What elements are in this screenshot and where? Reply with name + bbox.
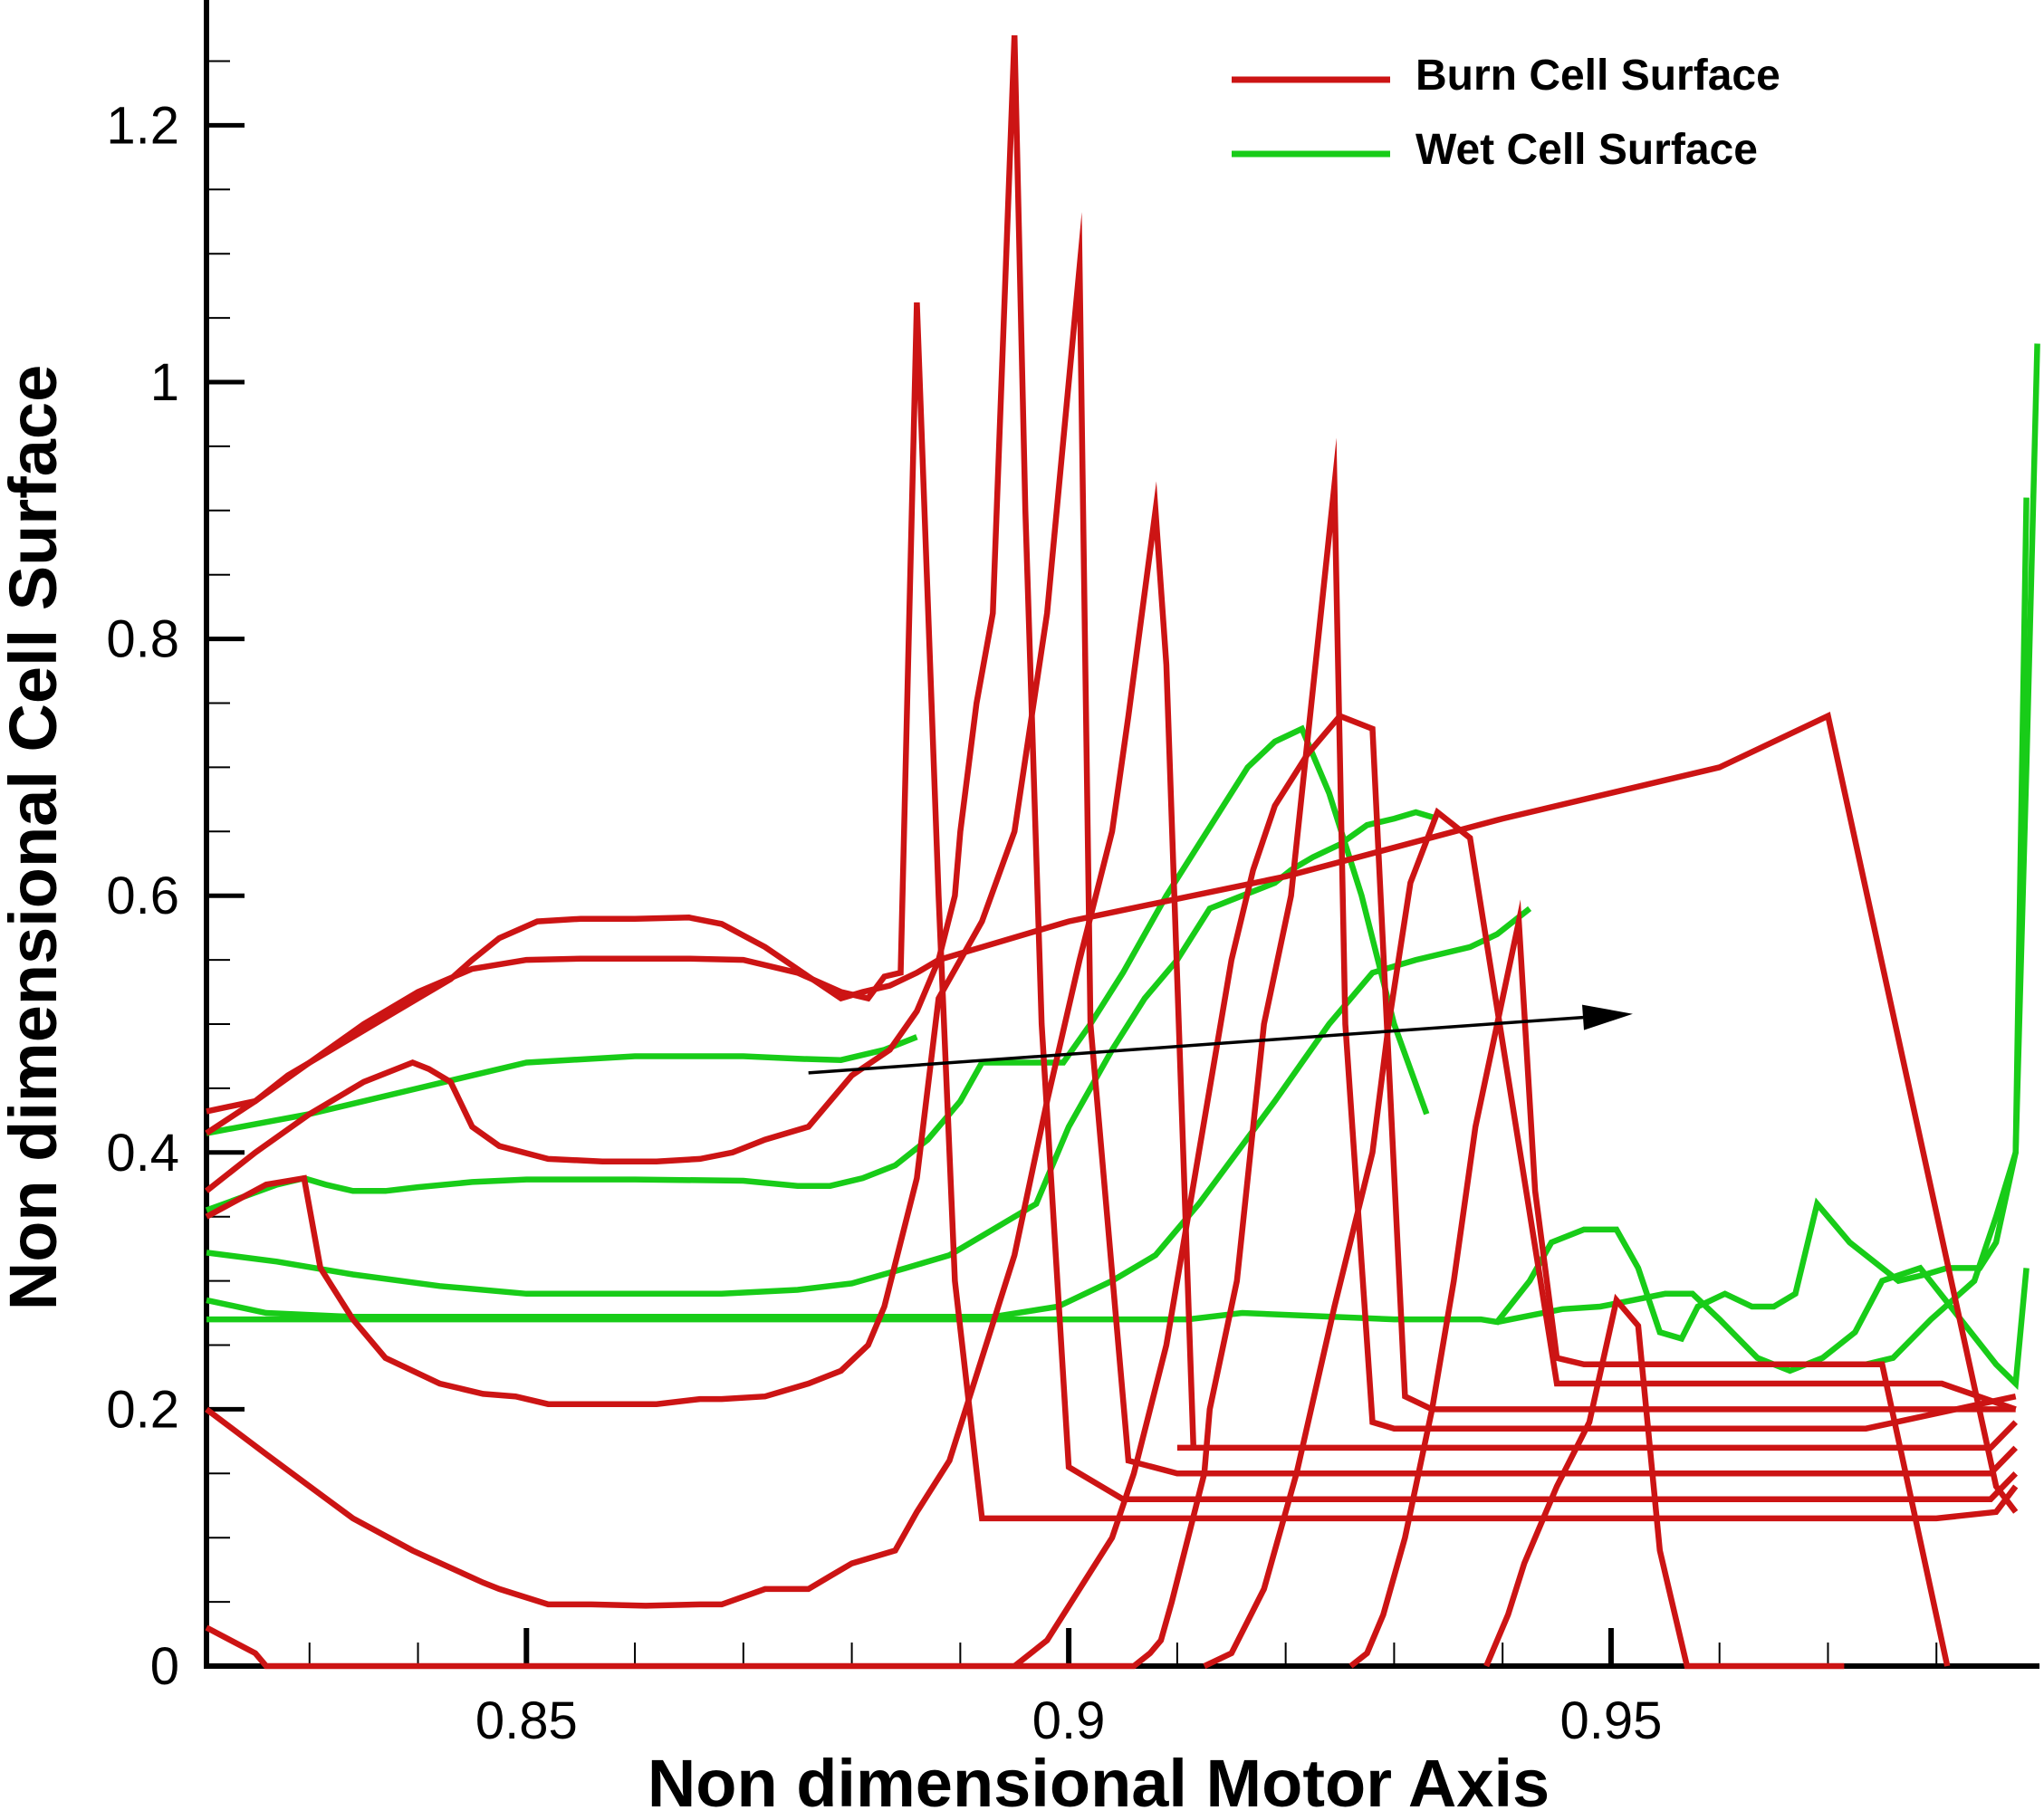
y-tick-label: 0.2 [106, 1380, 179, 1439]
burn-cell-series-5 [205, 481, 2019, 1609]
burn-cell-series-8 [1203, 807, 2017, 1669]
x-tick-label: 0.95 [1559, 1691, 1662, 1750]
burn-cell-series-3 [204, 34, 2019, 1502]
wet-cell-series-4 [206, 905, 1532, 1320]
burn-cell-series-10 [1483, 1293, 1845, 1670]
series-group [204, 34, 2040, 1670]
y-tick-label: 0.6 [106, 867, 179, 925]
burn-cell-series-7 [1012, 712, 2016, 1669]
arrow-shaft [808, 1015, 1584, 1075]
wet-cell-series-6 [1496, 1264, 2030, 1391]
axis-ticks [206, 60, 1938, 1669]
burn-cell-series-1 [206, 712, 2019, 1514]
x-tick-label: 0.9 [1032, 1691, 1106, 1750]
burn-cell-series-6 [205, 437, 2017, 1670]
wet-cell-series-1 [206, 1034, 918, 1136]
tick-labels: 0 0.2 0.4 0.6 0.8 1 1.2 0.85 0.9 0.95 [106, 96, 1662, 1750]
burn-cell-series-4 [205, 212, 2019, 1477]
y-axis-title: Non dimensional Cell Surface [0, 365, 71, 1310]
y-tick-label: 0.8 [106, 610, 179, 669]
trend-arrow [808, 1004, 1633, 1075]
y-tick-label: 1 [150, 353, 179, 412]
x-tick-label: 0.85 [475, 1691, 578, 1750]
x-axis-title: Non dimensional Motor Axis [648, 1746, 1550, 1820]
y-tick-label: 0 [150, 1637, 179, 1696]
wet-cell-series-5 [206, 497, 2030, 1343]
wet-cell-series-2 [205, 724, 1430, 1213]
burn-cell-series-2 [205, 302, 2019, 1522]
wet-cell-series-3 [206, 809, 1439, 1298]
legend-label-burn: Burn Cell Surface [1415, 52, 1780, 100]
legend: Burn Cell Surface Wet Cell Surface [1232, 52, 1780, 174]
arrow-head [1582, 1004, 1633, 1030]
y-tick-label: 1.2 [106, 96, 179, 155]
y-tick-label: 0.4 [106, 1124, 179, 1183]
legend-label-wet: Wet Cell Surface [1415, 126, 1758, 174]
